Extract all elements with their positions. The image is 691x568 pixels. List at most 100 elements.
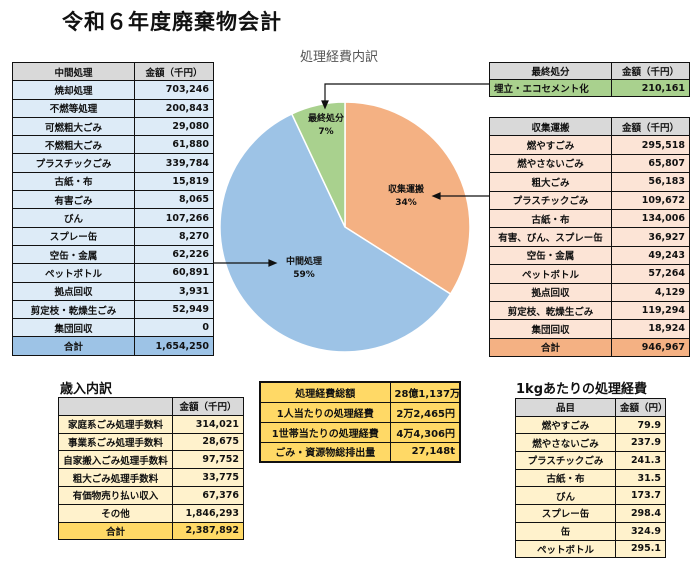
table-header: 最終処分 金額（千円）: [489, 62, 690, 80]
row-label: 家庭系ごみ処理手数料: [58, 414, 173, 434]
row-value: 703,246: [134, 80, 214, 100]
row-label: 燃やさないごみ: [515, 433, 616, 453]
row-label: 古紙・布: [12, 171, 135, 192]
row-value: 946,967: [611, 337, 690, 358]
row-value: 52,949: [134, 299, 214, 320]
row-value: 29,080: [134, 116, 214, 137]
row-label: びん: [12, 208, 135, 228]
pie-label-final: 最終処分 7%: [307, 114, 344, 137]
row-value: 97,752: [172, 450, 244, 470]
table-row: 1人当たりの処理経費 2万2,465円: [259, 401, 461, 423]
row-value: 295,518: [611, 135, 690, 155]
table-row: 古紙・布 134,006: [489, 208, 690, 229]
pie-label-intermediate: 中間処理 59%: [285, 257, 322, 280]
row-value: 173.7: [615, 486, 666, 506]
row-value: 237.9: [615, 433, 666, 453]
row-value: 18,924: [611, 319, 690, 339]
table-row: 古紙・布 31.5: [515, 468, 666, 488]
row-value: 314,021: [172, 414, 244, 434]
row-label: 中間処理: [12, 61, 135, 82]
table-row: 有価物売り払い収入 67,376: [58, 485, 244, 505]
row-value: 金額（千円）: [172, 397, 244, 416]
row-label: 不燃等処理: [12, 98, 135, 118]
table-row: プラスチックごみ 109,672: [489, 190, 690, 210]
slice-intermediate: [219, 112, 452, 353]
row-value: 1,846,293: [172, 503, 244, 523]
table-row: その他 1,846,293: [58, 503, 244, 523]
row-value: 15,819: [134, 171, 214, 192]
row-label: 集団回収: [12, 318, 135, 338]
table-header: 品目 金額（円）: [515, 398, 666, 417]
row-value: 79.9: [615, 415, 666, 435]
row-label: 最終処分: [489, 62, 612, 80]
row-label: 合計: [12, 336, 135, 356]
row-value: 1,654,250: [134, 336, 214, 356]
row-value: 31.5: [615, 468, 666, 488]
row-label: ペットボトル: [12, 263, 135, 283]
row-value: 134,006: [611, 208, 690, 229]
row-label: 合計: [489, 337, 612, 358]
table-row: ごみ・資源物総排出量 27,148t: [259, 441, 461, 463]
row-label: 空缶・金属: [489, 245, 612, 266]
table-row: 拠点回収 3,931: [12, 281, 214, 301]
row-value: 2,387,892: [172, 521, 244, 541]
table-row: 燃やすごみ 79.9: [515, 415, 666, 435]
table-total-row: 合計 946,967: [489, 337, 690, 358]
page-title: 令和６年度廃棄物会計: [62, 10, 282, 34]
row-label: 可燃粗大ごみ: [12, 116, 135, 137]
perkg-title: 1kgあたりの処理経費: [516, 382, 647, 397]
row-value: 3,931: [134, 281, 214, 301]
row-label: 古紙・布: [515, 468, 616, 488]
table-row: 埋立・エコセメント化 210,161: [489, 79, 690, 97]
table-row: 空缶・金属 49,243: [489, 245, 690, 266]
table-row: 古紙・布 15,819: [12, 171, 214, 192]
table-header: 中間処理 金額（千円）: [12, 61, 214, 82]
row-label: 処理経費総額: [259, 381, 391, 403]
row-label: 粗大ごみ処理手数料: [58, 468, 173, 487]
table-row: 不燃粗大ごみ 61,880: [12, 135, 214, 155]
row-value: 324.9: [615, 521, 666, 541]
row-value: 36,927: [611, 227, 690, 247]
row-label: 1世帯当たりの処理経費: [259, 421, 391, 443]
row-label: 燃やすごみ: [489, 135, 612, 155]
row-value: 295.1: [615, 539, 666, 559]
chart-title: 処理経費内訳: [300, 50, 379, 65]
pie-label-collection: 収集運搬 34%: [387, 185, 424, 208]
revenue-table: 金額（千円） 家庭系ごみ処理手数料 314,021 事業系ごみ処理手数料 28,675 自…: [58, 397, 244, 541]
row-value: 金額（千円）: [134, 61, 214, 82]
row-value: 109,672: [611, 190, 690, 210]
row-label: 集団回収: [489, 319, 612, 339]
table-row: 1世帯当たりの処理経費 4万4,306円: [259, 421, 461, 443]
table-row: 集団回収 0: [12, 318, 214, 338]
intermediate-table: 中間処理 金額（千円） 焼却処理 703,246 不燃等処理 200,843 可燃粗大ごみ 2…: [12, 61, 214, 356]
table-row: びん 107,266: [12, 208, 214, 228]
row-label: スプレー缶: [515, 504, 616, 523]
table-row: 燃やさないごみ 65,807: [489, 153, 690, 174]
row-value: 298.4: [615, 504, 666, 523]
arrow-intermediate: [268, 259, 278, 267]
table-row: 剪定枝、乾燥生ごみ 119,294: [489, 300, 690, 321]
row-label: プラスチックごみ: [489, 190, 612, 210]
table-row: 燃やさないごみ 237.9: [515, 433, 666, 453]
leader-final: [324, 83, 489, 104]
row-label: プラスチックごみ: [12, 153, 135, 173]
row-label: [58, 397, 173, 416]
row-label: 埋立・エコセメント化: [489, 79, 612, 97]
table-row: 集団回収 18,924: [489, 319, 690, 339]
table-row: ペットボトル 57,264: [489, 264, 690, 284]
row-value: 33,775: [172, 468, 244, 487]
summary-table: 処理経費総額28億1,137万8千円1人当たりの処理経費2万2,465円1世帯当…: [259, 381, 461, 463]
row-label: 剪定枝・乾燥生ごみ: [12, 299, 135, 320]
row-label: 燃やさないごみ: [489, 153, 612, 174]
row-label: 品目: [515, 398, 616, 417]
row-label: 拠点回収: [12, 281, 135, 301]
row-label: 有価物売り払い収入: [58, 485, 173, 505]
table-row: ペットボトル 295.1: [515, 539, 666, 559]
table-row: 粗大ごみ処理手数料 33,775: [58, 468, 244, 487]
row-label: びん: [515, 486, 616, 506]
row-label: 事業系ごみ処理手数料: [58, 432, 173, 452]
row-label: 焼却処理: [12, 80, 135, 100]
revenue-title: 歳入内訳: [60, 382, 113, 397]
collection-table: 収集運搬 金額（千円） 燃やすごみ 295,518 燃やさないごみ 65,807 粗大ごみ 5…: [489, 116, 690, 358]
